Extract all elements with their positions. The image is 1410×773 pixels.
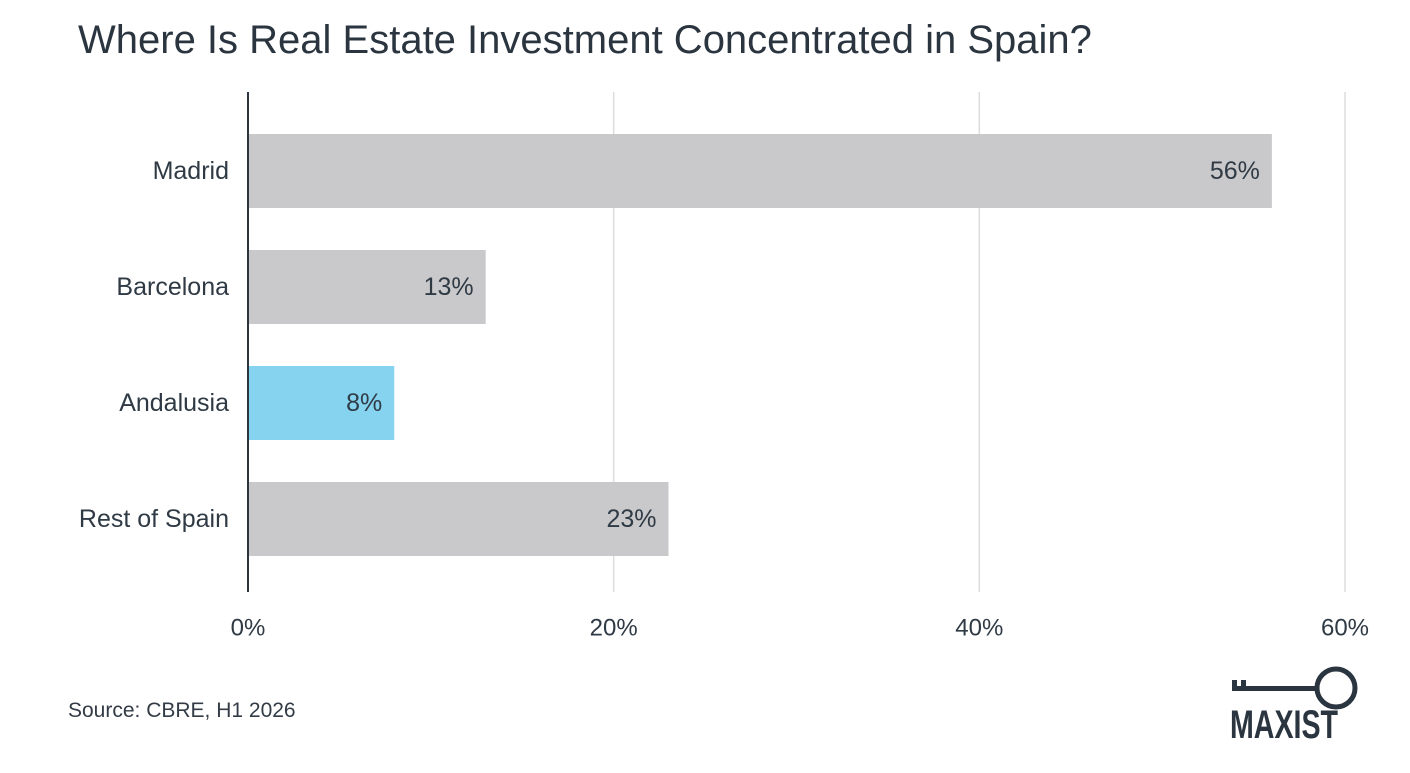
- category-label: Andalusia: [119, 389, 229, 417]
- source-note: Source: CBRE, H1 2026: [68, 699, 296, 722]
- x-tick-label: 0%: [231, 615, 266, 642]
- x-tick-label: 20%: [590, 615, 638, 642]
- x-tick-labels: 0% 20% 40% 60%: [231, 615, 1369, 642]
- bar: [248, 250, 486, 324]
- category-label: Rest of Spain: [79, 505, 229, 533]
- logo-wordmark: MAXIST: [1230, 703, 1338, 744]
- data-label: 56%: [1210, 157, 1260, 185]
- chart-title: Where Is Real Estate Investment Concentr…: [78, 18, 1092, 62]
- data-label: 8%: [346, 389, 382, 417]
- category-label: Madrid: [153, 157, 229, 185]
- bar: [248, 134, 1272, 208]
- x-tick-label: 40%: [955, 615, 1003, 642]
- data-labels: 56% 13% 8% 23%: [346, 157, 1260, 533]
- bar: [248, 366, 395, 440]
- data-label: 13%: [424, 273, 474, 301]
- category-labels: Madrid Barcelona Andalusia Rest of Spain: [79, 157, 229, 533]
- data-label: 23%: [606, 505, 656, 533]
- bar: [248, 482, 669, 556]
- x-tick-label: 60%: [1321, 615, 1369, 642]
- bars: [248, 134, 1272, 556]
- category-label: Barcelona: [116, 273, 229, 301]
- maxist-logo: MAXIST: [1230, 666, 1358, 744]
